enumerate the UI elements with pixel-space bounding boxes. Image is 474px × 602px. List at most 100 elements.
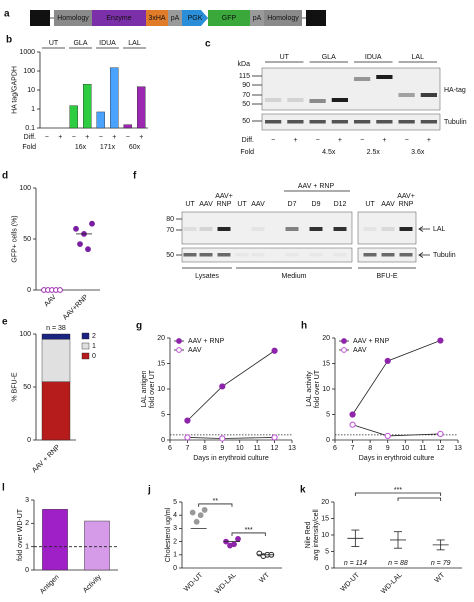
y-tick-label: 1	[31, 106, 35, 113]
x-tick-label: Antigen	[39, 574, 61, 596]
band	[251, 227, 265, 231]
x-tick-label: −	[126, 134, 130, 141]
construct-element	[264, 10, 302, 26]
band	[265, 120, 282, 124]
legend-label: 0	[92, 353, 96, 360]
construct-text: GFP	[222, 15, 237, 22]
band	[309, 99, 326, 103]
legend-label: AAV + RNP	[188, 338, 225, 345]
band	[399, 227, 413, 231]
band	[381, 253, 395, 257]
construct-element	[306, 10, 326, 26]
band	[265, 98, 282, 102]
legend-label: AAV	[188, 347, 202, 354]
x-tick-label: +	[85, 134, 89, 141]
x-tick-label: 8	[368, 445, 372, 452]
band	[285, 227, 299, 231]
legend-label: AAV + RNP	[353, 338, 390, 345]
y-tick-label: 2	[25, 520, 29, 527]
group-label: IDUA	[365, 54, 382, 61]
group-label: GLA	[322, 54, 336, 61]
x-tick-label: WT	[434, 571, 447, 584]
point	[271, 434, 278, 441]
band	[309, 253, 323, 257]
x-axis-label: Days in erythroid culture	[359, 455, 435, 462]
y-axis-label: GFP+ cells (%)	[11, 215, 18, 262]
group-label: IDUA	[99, 40, 116, 47]
band	[398, 93, 415, 97]
bar	[136, 86, 146, 129]
group-label: LAL	[412, 54, 425, 61]
bar	[96, 111, 105, 129]
band	[309, 227, 323, 231]
band	[376, 120, 393, 124]
y-tick-label: 4	[173, 512, 177, 519]
panel-label: c	[205, 39, 211, 50]
promoter-arrow	[182, 10, 208, 26]
band-label: Tubulin	[433, 252, 456, 259]
x-tick-label: 11	[254, 445, 261, 452]
band	[420, 93, 437, 97]
point	[231, 541, 237, 548]
construct-element	[54, 10, 92, 26]
point	[184, 434, 191, 441]
legend-label: AAV	[353, 347, 367, 354]
lane-label: AAV	[199, 201, 213, 208]
point	[384, 432, 391, 440]
point	[57, 287, 63, 293]
band	[333, 227, 347, 231]
panel-label: g	[136, 321, 142, 332]
panel-label: h	[301, 321, 307, 332]
lane-label: AAV	[251, 201, 265, 208]
band	[251, 253, 265, 257]
band	[199, 253, 213, 257]
panel-label: b	[6, 35, 12, 46]
significance-bracket	[231, 532, 266, 536]
y-tick-label: 10	[321, 532, 329, 539]
band	[376, 75, 393, 79]
band	[331, 120, 348, 124]
legend-label: 2	[92, 333, 96, 340]
y-tick-label: 5	[173, 499, 177, 506]
panel-label: k	[300, 485, 306, 496]
construct-text: ITR	[310, 15, 321, 22]
band	[183, 227, 197, 231]
marker-label: 70	[242, 92, 250, 99]
band	[217, 227, 231, 231]
point	[235, 536, 241, 542]
membrane	[261, 67, 441, 111]
lane-label: RNP	[217, 201, 232, 208]
construct-text: Homology	[267, 15, 299, 22]
point	[349, 421, 356, 428]
row-label: Diff.	[242, 137, 254, 144]
diff-label: −	[271, 137, 275, 144]
marker-label: 70	[166, 227, 174, 234]
x-tick-label: −	[45, 134, 49, 141]
n-label: n = 88	[388, 560, 408, 567]
y-tick-label: 100	[19, 185, 31, 192]
x-tick-label: 10	[236, 445, 244, 452]
y-tick-label: 100	[23, 68, 35, 75]
point	[85, 246, 91, 253]
fold-label: 4.5x	[322, 149, 336, 156]
diff-label: −	[316, 137, 320, 144]
x-tick-label: WD-LAL	[214, 572, 238, 596]
y-tick-label: 10	[27, 87, 35, 94]
group-label: UT	[49, 40, 59, 47]
diff-label: +	[382, 137, 386, 144]
marker-label: 50	[242, 101, 250, 108]
lane-label: UT	[185, 201, 195, 208]
x-tick-label: WD-UT	[340, 571, 362, 593]
x-tick-label: AAV+RNP	[62, 294, 90, 322]
x-tick-label: AAV + RNP	[31, 444, 62, 475]
y-tick-label: 5	[161, 411, 165, 418]
fold-label: 171x	[100, 144, 116, 151]
y-tick-label: 50	[23, 384, 31, 391]
point	[184, 417, 191, 424]
band	[199, 227, 213, 231]
section-label: Medium	[282, 273, 307, 280]
y-tick-label: 1000	[19, 49, 35, 56]
y-axis-label: LAL activity	[306, 371, 313, 407]
band	[398, 120, 415, 124]
series-line	[187, 437, 275, 439]
